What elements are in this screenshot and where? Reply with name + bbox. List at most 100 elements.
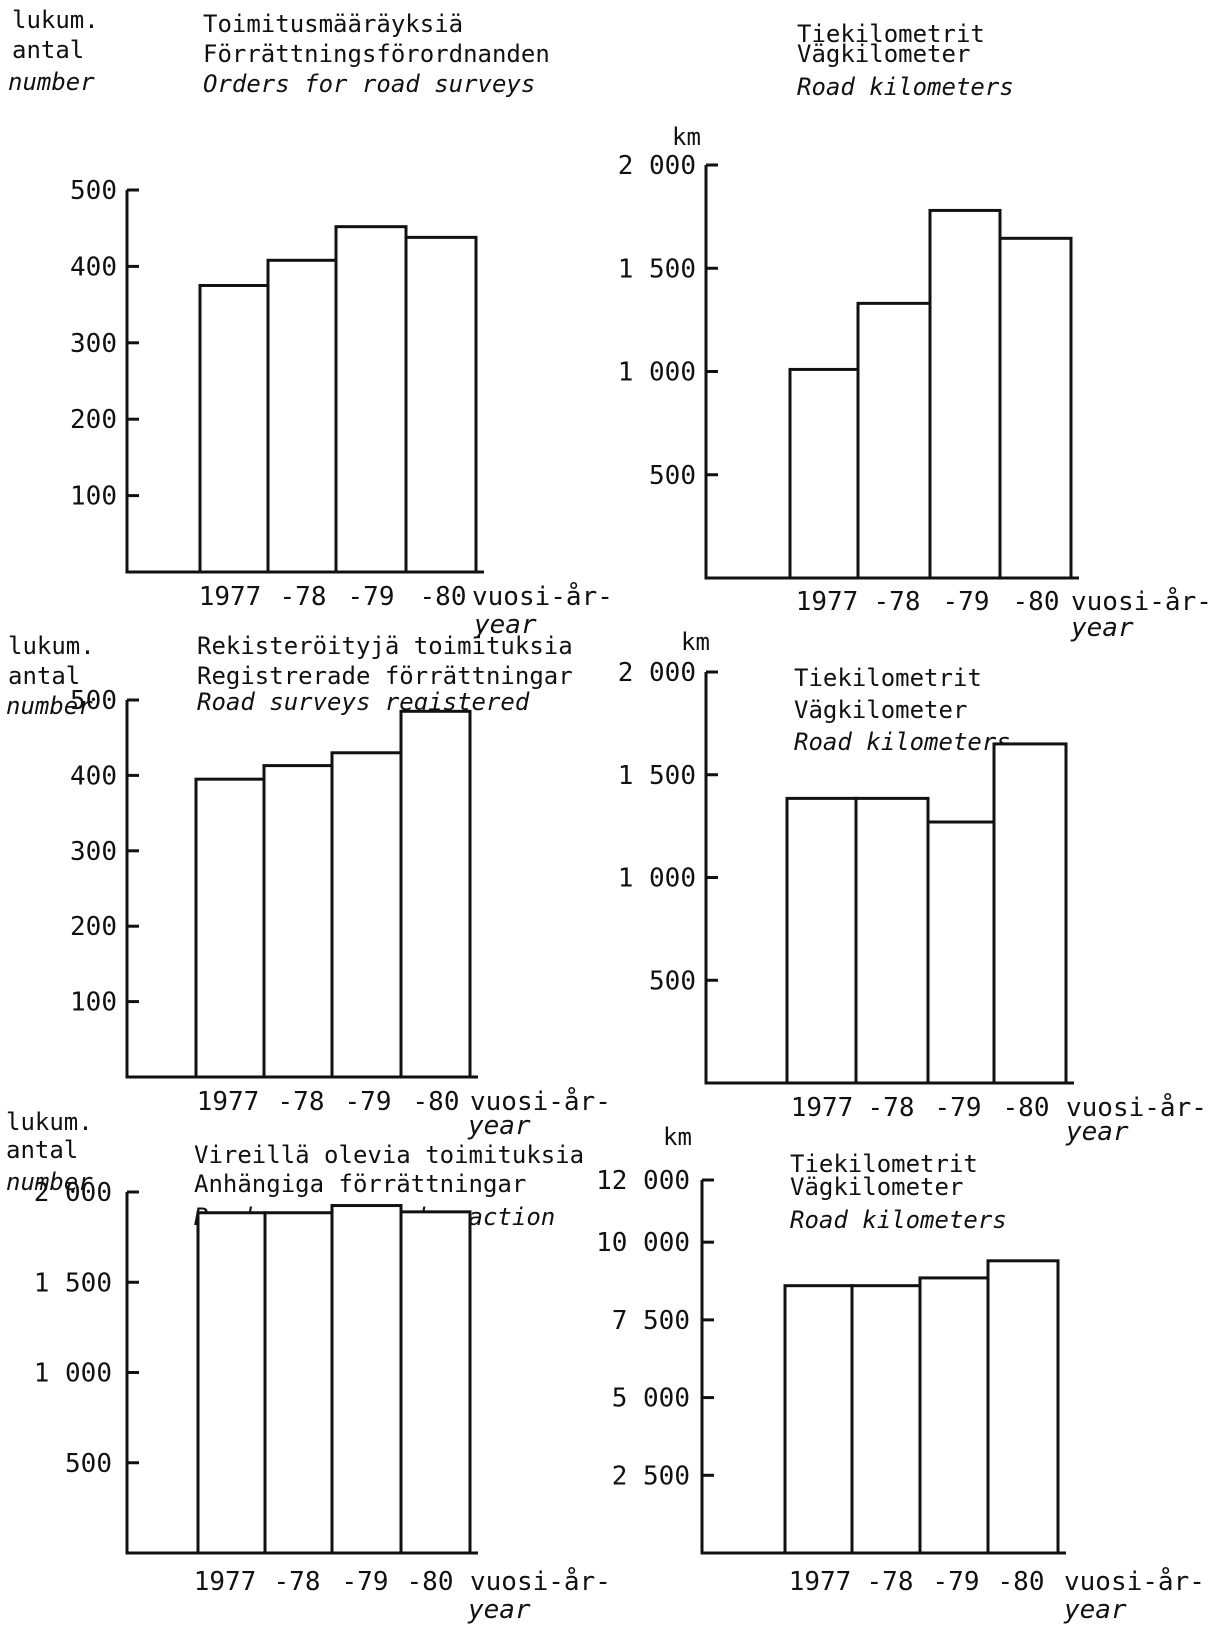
bar-y79 xyxy=(334,225,408,574)
x-category-label: 1977 xyxy=(791,1093,854,1123)
bar-y78 xyxy=(856,301,932,580)
y-tick-label: 500 xyxy=(70,176,117,206)
chart-title-line-1: Vireillä olevia toimituksia xyxy=(194,1141,584,1169)
bar-y80 xyxy=(992,742,1068,1085)
x-category-label: -79 xyxy=(345,1087,392,1117)
x-category-label: -80 xyxy=(1003,1093,1050,1123)
y-tick-label: 300 xyxy=(70,329,117,359)
chart-title-line-1: Tiekilometrit xyxy=(794,664,982,692)
bar-y78 xyxy=(850,1284,922,1555)
chart-title-line-2: Förrättningsförordnanden xyxy=(203,40,550,68)
chart-title-line-1: Rekisteröityjä toimituksia xyxy=(197,632,573,660)
x-axis-label: vuosi-år- xyxy=(1071,586,1212,617)
x-category-label: -80 xyxy=(420,582,467,612)
x-category-label: 1977 xyxy=(194,1567,257,1597)
x-category-label: 1977 xyxy=(796,587,859,617)
y-axis-label-line-1: km xyxy=(663,1123,692,1151)
y-tick-label: 1 500 xyxy=(618,761,696,791)
x-category-label: -79 xyxy=(933,1567,980,1597)
bar-1977 xyxy=(785,796,858,1085)
bar-1977 xyxy=(196,1211,267,1555)
y-tick-label: 2 500 xyxy=(612,1461,690,1491)
chart-title-line-3: Orders for road surveys xyxy=(203,70,535,98)
y-tick-label: 5 000 xyxy=(612,1384,690,1414)
bar-y80 xyxy=(998,236,1073,580)
y-tick-label: 200 xyxy=(70,912,117,942)
x-category-label: -80 xyxy=(407,1567,454,1597)
bar-y79 xyxy=(918,1276,990,1555)
chart-title-line-2: Vägkilometer xyxy=(797,40,970,68)
x-axis-label-english: year xyxy=(1063,1595,1127,1625)
bar-1977 xyxy=(783,1284,854,1555)
y-tick-label: 12 000 xyxy=(596,1166,690,1196)
y-tick-label: 1 500 xyxy=(618,254,696,284)
chart-panel-4: Tiekilometrit Vägkilometer Road kilometers… xyxy=(618,628,1207,1147)
chart-title-line-1: Tiekilometrit xyxy=(790,1150,978,1178)
bar-y79 xyxy=(926,820,996,1085)
x-category-label: -79 xyxy=(935,1093,982,1123)
y-axis-label-line-3: number xyxy=(8,68,95,96)
chart-title-line-3: Road kilometers xyxy=(794,728,1011,756)
x-category-label: -80 xyxy=(998,1567,1045,1597)
y-axis-label-line-3: number xyxy=(6,692,93,720)
y-axis-label-line-1: km xyxy=(681,628,710,656)
y-tick-label: 1 000 xyxy=(618,864,696,894)
chart-title-line-2: Anhängiga förrättningar xyxy=(194,1170,526,1198)
bar-y78 xyxy=(263,1211,334,1555)
y-axis-label-line-1: km xyxy=(672,123,701,151)
bar-y78 xyxy=(266,258,338,574)
x-category-label: 1977 xyxy=(199,582,262,612)
y-tick-label: 500 xyxy=(649,461,696,491)
y-tick-label: 200 xyxy=(70,405,117,435)
bar-y78 xyxy=(262,764,334,1079)
x-axis-label-english: year xyxy=(467,1111,531,1141)
x-category-label: 1977 xyxy=(197,1087,260,1117)
bar-y78 xyxy=(854,796,930,1085)
y-tick-label: 500 xyxy=(65,1449,112,1479)
chart-panel-1: ToimitusmääräyksiäFörrättningsförordnand… xyxy=(8,6,613,640)
y-axis-label-line-1: lukum. xyxy=(8,632,95,660)
x-category-label: -79 xyxy=(342,1567,389,1597)
x-category-label: -79 xyxy=(943,587,990,617)
bar-1977 xyxy=(198,284,270,574)
bar-1977 xyxy=(788,367,860,580)
y-tick-label: 7 500 xyxy=(612,1306,690,1336)
y-tick-label: 400 xyxy=(70,761,117,791)
y-tick-label: 500 xyxy=(70,686,117,716)
x-axis-label-english: year xyxy=(1070,613,1134,643)
x-category-label: -78 xyxy=(274,1567,321,1597)
x-category-label: -79 xyxy=(348,582,395,612)
x-axis-label-english: year xyxy=(473,610,537,640)
y-tick-label: 1 000 xyxy=(618,358,696,388)
y-tick-label: 2 000 xyxy=(618,658,696,688)
y-tick-label: 1 000 xyxy=(34,1359,112,1389)
bar-y79 xyxy=(330,1204,403,1555)
chart-title-line-1: Tiekilometrit xyxy=(797,20,985,48)
bar-1977 xyxy=(194,777,266,1079)
x-axis-label: vuosi-år- xyxy=(1064,1566,1205,1597)
bar-y79 xyxy=(330,751,403,1079)
y-tick-label: 1 500 xyxy=(34,1268,112,1298)
y-tick-label: 2 000 xyxy=(34,1178,112,1208)
y-tick-label: 10 000 xyxy=(596,1228,690,1258)
x-category-label: -78 xyxy=(868,1093,915,1123)
bar-y80 xyxy=(404,235,478,574)
chart-title-line-3: Road surveys registered xyxy=(197,688,530,716)
chart-title-line-2: Vägkilometer xyxy=(790,1173,963,1201)
x-axis-label-english: year xyxy=(1065,1117,1129,1147)
y-tick-label: 100 xyxy=(70,988,117,1018)
y-axis-label-line-1: lukum. xyxy=(12,6,99,34)
y-tick-label: 500 xyxy=(649,966,696,996)
y-axis-label-line-2: antal xyxy=(12,36,84,64)
bar-y80 xyxy=(399,709,472,1079)
chart-title-line-2: Registrerade förrättningar xyxy=(197,662,573,690)
y-tick-label: 400 xyxy=(70,252,117,282)
y-axis-label-line-2: antal xyxy=(6,1136,78,1164)
x-category-label: -78 xyxy=(874,587,921,617)
x-category-label: 1977 xyxy=(789,1567,852,1597)
bar-y80 xyxy=(399,1210,472,1555)
